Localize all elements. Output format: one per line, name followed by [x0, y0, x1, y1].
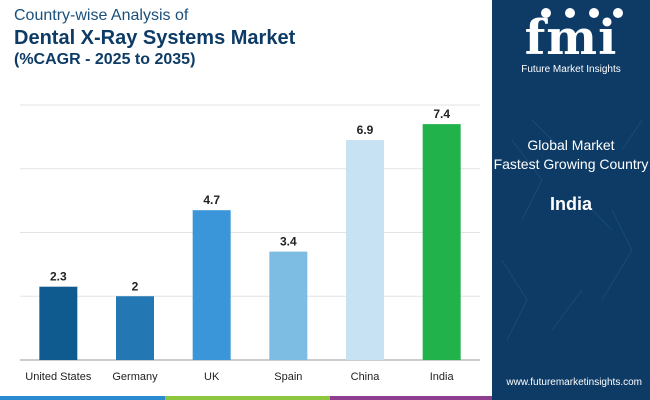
bar-uk: [192, 210, 231, 360]
data-label-united-states: 2.3: [50, 270, 67, 284]
chart-title: Country-wise Analysis of Dental X-Ray Sy…: [14, 6, 484, 70]
globe-icon: [541, 8, 551, 18]
fmi-logo: fmi Future Market Insights: [492, 6, 650, 75]
bar-china: [346, 140, 384, 360]
title-line-2: Dental X-Ray Systems Market: [14, 27, 296, 49]
data-label-germany: 2: [132, 279, 139, 293]
footer-segment-blue: [0, 396, 165, 400]
title-line-3: (%CAGR - 2025 to 2035): [14, 51, 196, 68]
website-link[interactable]: www.futuremarketinsights.com: [506, 377, 642, 388]
leaf-icon: [565, 8, 575, 18]
fastest-country-value: India: [549, 194, 592, 214]
data-label-uk: 4.7: [203, 193, 220, 207]
tick-label-india: India: [430, 371, 455, 383]
data-label-spain: 3.4: [280, 235, 297, 249]
tick-label-united-states: United States: [25, 371, 92, 383]
bar-united-states: [39, 286, 78, 360]
tick-label-uk: UK: [204, 371, 220, 383]
tick-label-spain: Spain: [274, 371, 302, 383]
bar-india: [422, 124, 461, 360]
data-label-india: 7.4: [433, 107, 450, 121]
footer-bar: [0, 396, 650, 400]
panel-label-line-1: Global Market: [527, 137, 615, 153]
logo-icons: [541, 8, 623, 18]
title-line-1: Country-wise Analysis of: [14, 7, 189, 24]
logo-text: fmi: [524, 10, 618, 66]
bar-germany: [116, 296, 154, 360]
logo-brand: Future Market Insights: [521, 64, 621, 75]
tick-label-china: China: [351, 371, 381, 383]
panel-label-line-2: Fastest Growing Country: [493, 156, 649, 172]
flask-icon: [589, 8, 599, 18]
tick-label-germany: Germany: [112, 371, 158, 383]
bar-spain: [269, 251, 308, 360]
side-panel: fmi Future Market Insights Global Market…: [492, 0, 650, 400]
footer-segment-green: [165, 396, 330, 400]
data-label-china: 6.9: [357, 123, 374, 137]
chart-icon: [613, 8, 623, 18]
bar-chart: 2.3 United States 2 Germany 4.7 UK 3.4 Spain 6.9…: [20, 104, 480, 383]
footer-segment-navy: [492, 396, 650, 400]
panel-texture: [501, 119, 643, 341]
footer-segment-purple: [330, 396, 492, 400]
